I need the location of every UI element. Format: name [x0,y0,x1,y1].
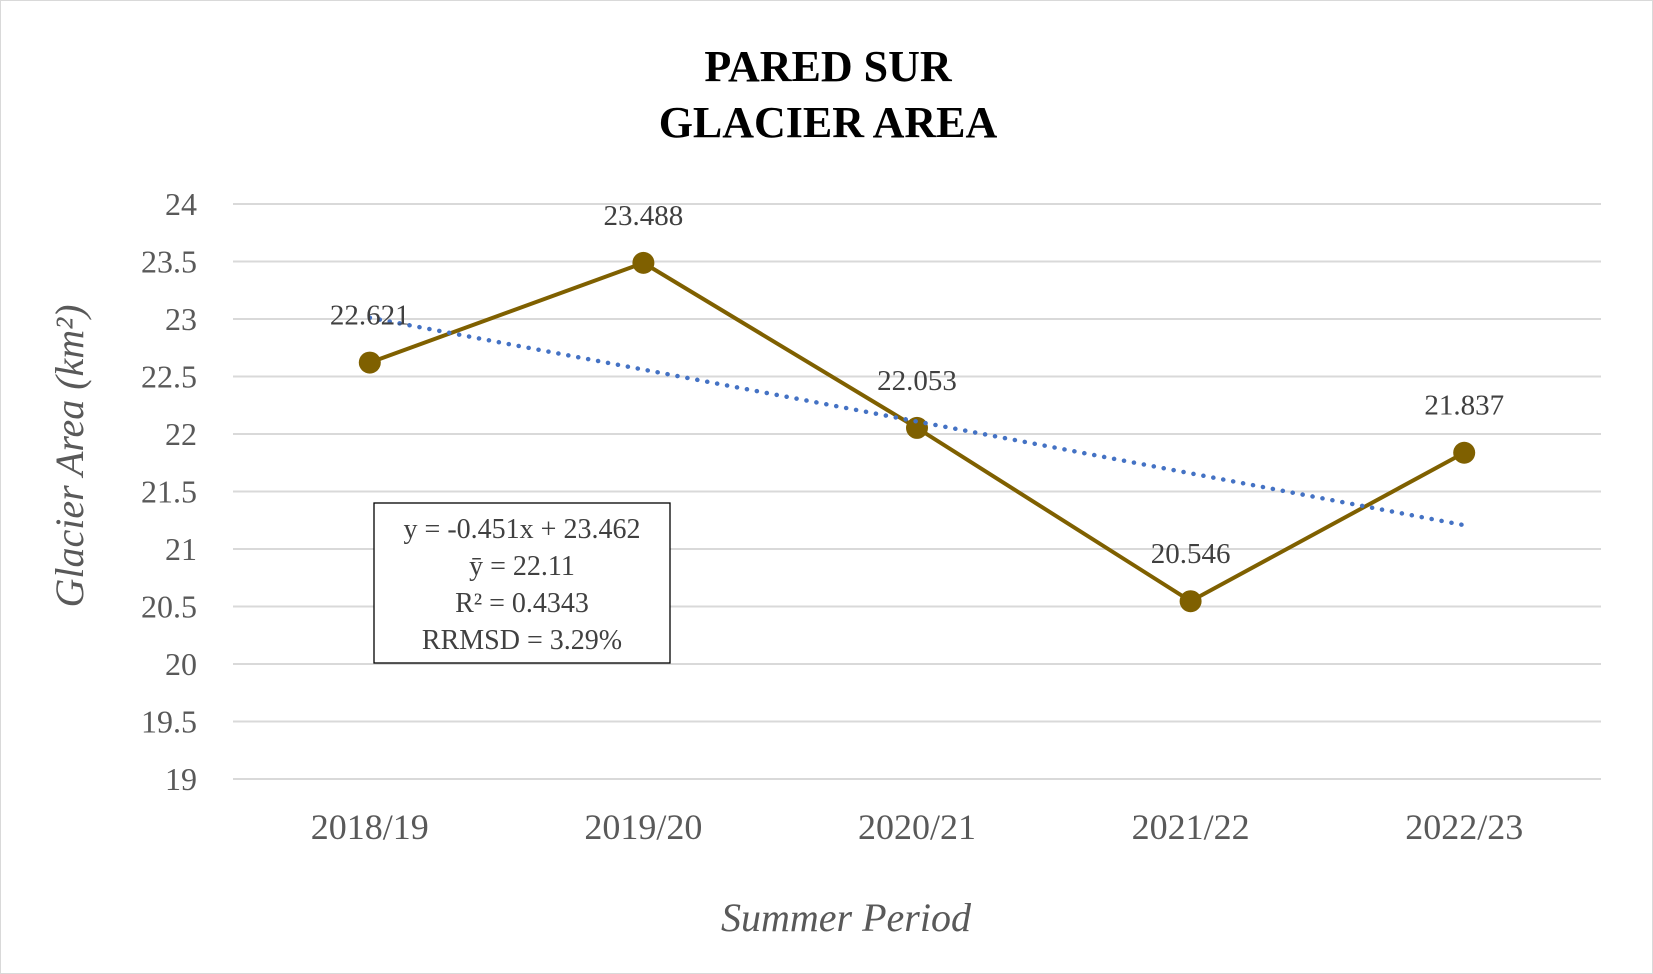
y-tick-label-1: 19.5 [141,704,197,740]
series-glacier-area [358,251,1476,613]
data-point-1 [632,251,655,274]
data-labels: 22.621 23.488 22.053 20.546 21.837 [330,200,1504,570]
x-tick-label-2: 2020/21 [858,807,976,847]
equation-box: y = -0.451x + 23.462 ȳ = 22.11 R² = 0.43… [373,502,671,664]
x-tick-labels: 2018/19 2019/20 2020/21 2021/22 2022/23 [311,807,1523,847]
y-tick-label-3: 20.5 [141,589,197,625]
chart-title-line-2: GLACIER AREA [659,98,998,147]
data-label-3: 20.546 [1151,538,1231,570]
equation-line-4: RRMSD = 3.29% [422,625,622,656]
y-tick-label-6: 22 [165,416,197,452]
data-point-3 [1179,590,1202,613]
x-tick-label-3: 2021/22 [1132,807,1250,847]
gridlines [233,203,1601,780]
y-tick-label-0: 19 [165,761,197,797]
data-point-4 [1453,441,1476,464]
y-tick-label-2: 20 [165,646,197,682]
trendline [367,315,1467,528]
data-label-1: 23.488 [604,200,684,232]
trendline-path [367,315,1467,528]
equation-box-border [373,502,671,664]
y-tick-label-8: 23 [165,301,197,337]
equation-line-2: ȳ = 22.11 [469,551,575,582]
y-tick-label-5: 21.5 [141,474,197,510]
y-axis-label: Glacier Area (km²) [47,304,92,607]
y-tick-label-7: 22.5 [141,359,197,395]
data-point-0 [358,351,381,374]
x-tick-label-0: 2018/19 [311,807,429,847]
data-label-4: 21.837 [1424,390,1504,422]
data-label-2: 22.053 [877,365,957,397]
equation-line-1: y = -0.451x + 23.462 [404,514,641,545]
equation-line-3: R² = 0.4343 [455,588,589,619]
y-tick-label-10: 24 [165,186,197,222]
y-tick-labels: 19 19.5 20 20.5 21 21.5 22 22.5 23 23.5 24 [141,186,197,797]
y-tick-label-4: 21 [165,531,197,567]
chart-title-line-1: PARED SUR [704,42,953,91]
data-label-0: 22.621 [330,300,410,332]
y-tick-label-9: 23.5 [141,244,197,280]
chart-title: PARED SUR GLACIER AREA [659,42,998,147]
data-point-2 [906,416,928,439]
x-tick-label-4: 2022/23 [1405,807,1523,847]
x-tick-label-1: 2019/20 [584,807,702,847]
x-axis-label: Summer Period [721,895,972,940]
